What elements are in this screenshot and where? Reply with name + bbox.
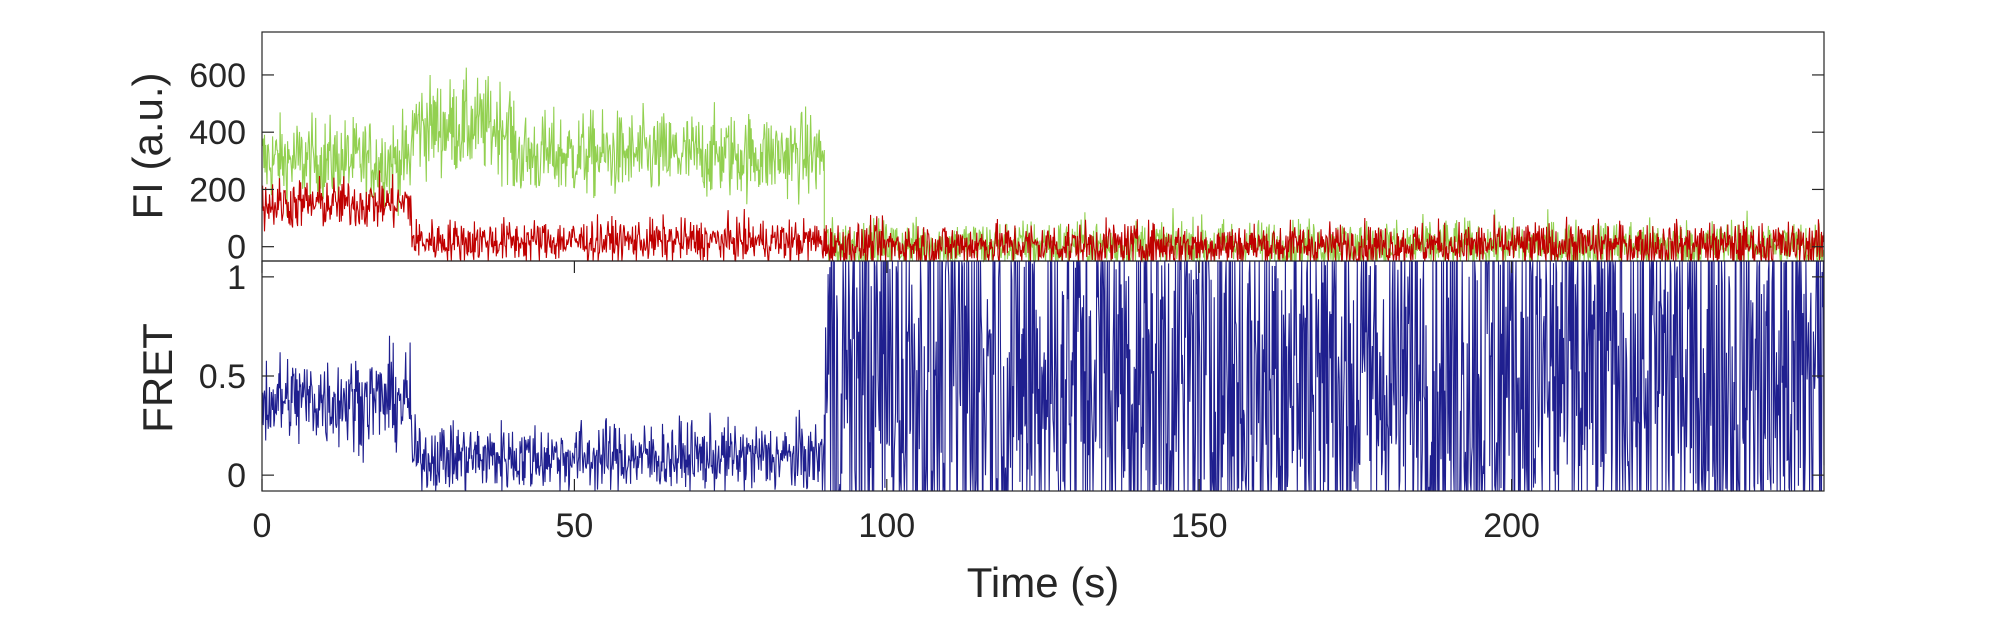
- fret-x-tick-label: 50: [555, 507, 593, 545]
- fret-x-tick-label: 150: [1171, 507, 1228, 545]
- fret-x-tick-label: 100: [858, 507, 915, 545]
- fluorescence-panel: 0 200 400 600 FI (a.u.): [124, 31, 1825, 267]
- fret-x-tick-label: 200: [1483, 507, 1540, 545]
- fluorescence-y-ticks: 0 200 400 600: [189, 57, 1824, 267]
- fluorescence-y-tick-label: 600: [189, 57, 246, 95]
- fret-y-tick-label: 0: [227, 457, 246, 495]
- fluorescence-panel-frame: [261, 31, 1825, 262]
- fret-y-tick-label: 1: [227, 259, 246, 297]
- fret-axis-ticks: 0 0.5 1 0 50 100 150 200: [199, 259, 1824, 545]
- fret-panel: 0 0.5 1 0 50 100 150 200 FRET Time (s): [134, 259, 1825, 606]
- fluorescence-y-tick-label: 400: [189, 114, 246, 152]
- fluorescence-y-axis-label: FI (a.u.): [124, 72, 171, 219]
- fluorescence-y-tick-label: 0: [227, 229, 246, 267]
- fret-series-0-line: [261, 259, 1825, 492]
- fluorescence-traces: [261, 67, 1825, 264]
- fret-x-tick-label: 0: [253, 507, 272, 545]
- x-axis-label: Time (s): [967, 559, 1119, 606]
- fluorescence-series-1-line: [261, 170, 1825, 264]
- fluorescence-y-tick-label: 200: [189, 171, 246, 209]
- fret-y-axis-label: FRET: [134, 323, 181, 433]
- fret-y-tick-label: 0.5: [199, 358, 246, 396]
- fret-traces: [261, 259, 1825, 492]
